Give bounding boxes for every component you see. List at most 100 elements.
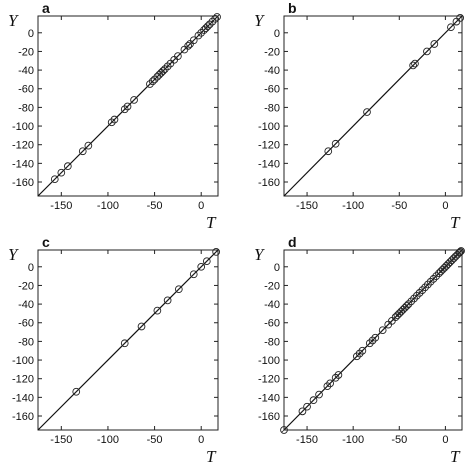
y-tick-label: -20 — [18, 46, 34, 58]
y-tick-label: -80 — [264, 336, 280, 348]
data-point — [371, 333, 380, 342]
y-tick-label: -120 — [258, 140, 280, 152]
y-tick-label: -40 — [264, 299, 280, 311]
data-point — [202, 257, 211, 266]
data-point — [326, 379, 334, 388]
plot-frame — [37, 249, 219, 431]
x-tick-label: -150 — [296, 434, 318, 446]
y-axis-label: Y — [254, 245, 265, 264]
y-tick-label: -40 — [18, 65, 34, 77]
x-tick-label: -50 — [391, 434, 407, 446]
x-tick-label: -50 — [147, 200, 163, 212]
plot-frame — [37, 15, 219, 197]
data-point — [174, 285, 183, 294]
data-point — [174, 52, 182, 60]
x-tick-label: -100 — [97, 200, 119, 212]
data-point — [430, 40, 439, 48]
y-tick-label: -80 — [18, 336, 34, 348]
panel-d: -150 -100 -50 0 0 -20 -40 -60 -80 -100 -120 -140 -16… — [254, 234, 465, 466]
data-point — [423, 47, 431, 56]
data-point — [363, 108, 371, 116]
panel-letter: d — [288, 234, 297, 250]
y-axis-label: Y — [8, 11, 19, 30]
y-tick-label: -20 — [264, 280, 280, 292]
x-axis-label: T — [206, 447, 217, 466]
data-point — [189, 36, 198, 45]
x-tick-label: 0 — [198, 200, 204, 212]
y-tick-label: -20 — [264, 46, 280, 58]
data-point — [447, 23, 455, 32]
data-point — [309, 396, 318, 405]
y-tick-label: -100 — [258, 121, 280, 133]
x-tick-label: -150 — [296, 200, 318, 212]
y-tick-label: -40 — [18, 299, 34, 311]
y-tick-label: -160 — [258, 177, 280, 189]
y-tick-label: -60 — [18, 84, 34, 96]
y-tick-label: -100 — [12, 355, 34, 367]
data-point — [411, 59, 419, 68]
panel-letter: b — [288, 0, 297, 16]
data-point — [358, 346, 367, 355]
y-axis-label: Y — [254, 11, 265, 30]
y-tick-label: -100 — [258, 355, 280, 367]
x-tick-label: -100 — [342, 200, 364, 212]
plot-frame — [283, 249, 463, 431]
x-axis-label: T — [450, 213, 461, 232]
x-tick-label: -50 — [391, 200, 407, 212]
data-point — [315, 390, 323, 399]
identity-line — [37, 249, 219, 431]
x-tick-label: 0 — [442, 434, 448, 446]
data-point — [110, 115, 119, 124]
x-axis-label: T — [450, 447, 461, 466]
y-tick-label: -140 — [258, 392, 280, 404]
data-point — [331, 139, 340, 148]
data-point — [63, 162, 72, 171]
data-point — [456, 14, 465, 22]
y-tick-label: -20 — [18, 280, 34, 292]
y-tick-label: -80 — [264, 102, 280, 114]
x-axis-label: T — [206, 213, 217, 232]
y-tick-label: 0 — [28, 28, 34, 40]
data-point — [334, 371, 343, 379]
y-tick-label: -140 — [12, 392, 34, 404]
y-tick-label: -40 — [264, 65, 280, 77]
y-tick-label: -160 — [258, 411, 280, 423]
y-tick-label: -120 — [12, 140, 34, 152]
x-tick-label: -50 — [147, 434, 163, 446]
y-tick-label: -80 — [18, 102, 34, 114]
data-point — [197, 262, 206, 271]
y-tick-label: 0 — [274, 28, 280, 40]
panel-a: -150 -100 -50 0 0 -20 -40 -60 -80 -100 -120 -140 -16… — [8, 0, 221, 232]
data-point — [84, 141, 93, 150]
data-point — [120, 339, 129, 348]
data-point — [153, 306, 162, 315]
y-tick-label: -120 — [258, 374, 280, 386]
data-point — [78, 147, 87, 156]
y-tick-label: -140 — [258, 158, 280, 170]
data-point — [130, 96, 138, 104]
data-point — [50, 175, 59, 184]
x-tick-label: 0 — [198, 434, 204, 446]
data-point — [213, 13, 221, 21]
y-tick-label: 0 — [28, 262, 34, 274]
x-tick-label: -150 — [50, 200, 72, 212]
y-tick-label: -60 — [18, 318, 34, 330]
data-point — [137, 322, 146, 331]
y-tick-label: -160 — [12, 411, 34, 423]
data-point — [57, 168, 66, 177]
y-tick-label: -160 — [12, 177, 34, 189]
data-point — [72, 387, 81, 396]
y-tick-label: 0 — [274, 262, 280, 274]
data-point — [212, 248, 220, 256]
panel-letter: a — [42, 0, 50, 16]
panel-letter: c — [42, 234, 50, 250]
y-tick-label: -60 — [264, 84, 280, 96]
y-tick-label: -120 — [12, 374, 34, 386]
data-point — [298, 407, 307, 416]
y-axis-label: Y — [8, 245, 19, 264]
panel-c: -150 -100 -50 0 0 -20 -40 -60 -80 -100 -120 -140 -16… — [8, 234, 220, 466]
y-tick-label: -140 — [12, 158, 34, 170]
y-tick-label: -100 — [12, 121, 34, 133]
data-point — [324, 147, 333, 156]
